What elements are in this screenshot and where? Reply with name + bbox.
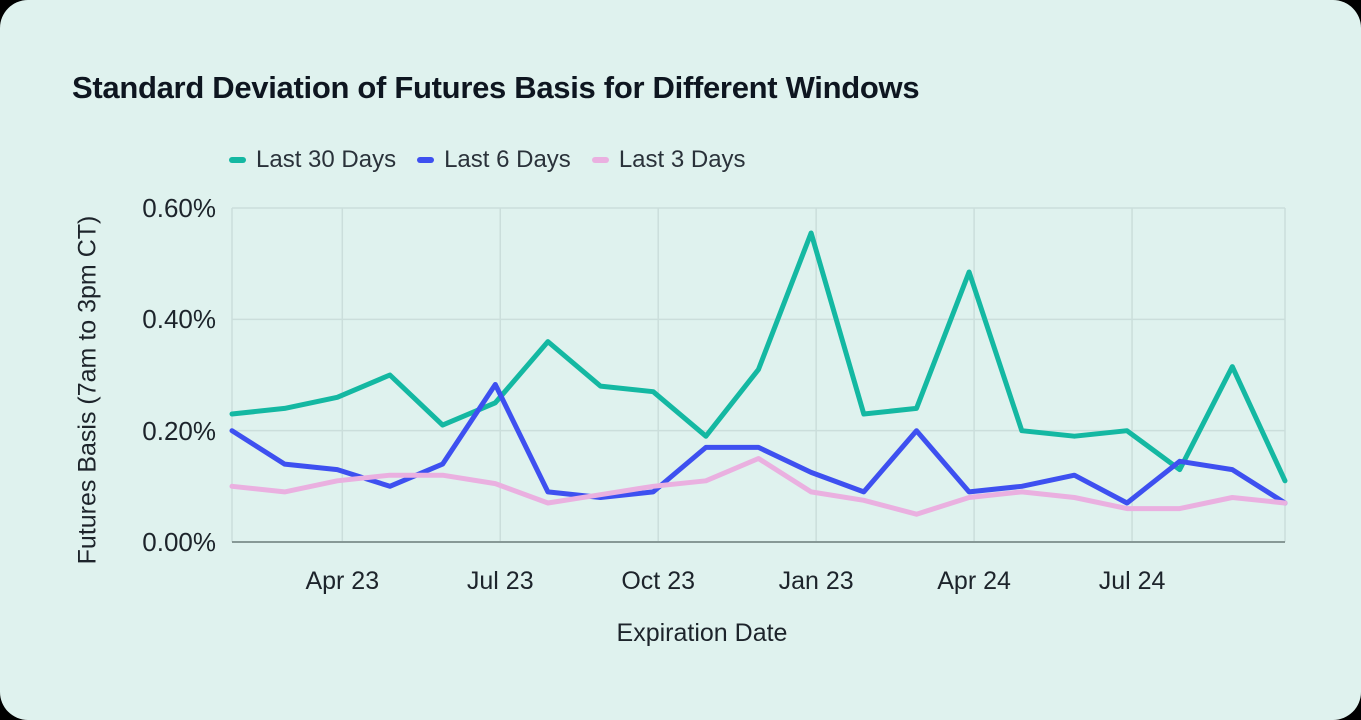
y-axis-title: Futures Basis (7am to 3pm CT) [73, 215, 102, 565]
y-tick-label: 0.40% [142, 304, 216, 335]
x-axis-title: Expiration Date [616, 619, 788, 647]
y-tick-label: 0.00% [142, 527, 216, 557]
chart-title: Standard Deviation of Futures Basis for … [72, 70, 920, 105]
series-line-last-30-days [229, 230, 1288, 484]
legend-swatch-icon [417, 157, 435, 163]
x-tick-label: Oct 23 [621, 567, 696, 595]
series-line-last-3-days [229, 456, 1288, 517]
x-tick-label: Jan 23 [778, 567, 854, 595]
legend-label: Last 3 Days [618, 146, 746, 173]
x-tick-label: Apr 24 [937, 567, 1011, 595]
y-tick-label: 0.60% [142, 193, 216, 223]
legend: Last 30 Days Last 6 Days Last 3 Days [229, 145, 746, 175]
legend-swatch-icon [229, 157, 246, 163]
legend-item-last-6-days[interactable]: Last 6 Days [417, 145, 571, 175]
y-tick-label: 0.20% [142, 415, 216, 446]
x-tick-label: Jul 24 [1098, 567, 1166, 595]
legend-item-last-30-days[interactable]: Last 30 Days [229, 145, 396, 175]
legend-label: Last 6 Days [444, 146, 571, 173]
legend-swatch-icon [591, 157, 609, 163]
legend-label: Last 30 Days [256, 146, 397, 173]
x-tick-label: Apr 23 [305, 567, 380, 595]
x-tick-label: Jul 23 [466, 567, 534, 595]
series-line-last-6-days [229, 382, 1288, 506]
legend-item-last-3-days[interactable]: Last 3 Days [591, 145, 746, 175]
